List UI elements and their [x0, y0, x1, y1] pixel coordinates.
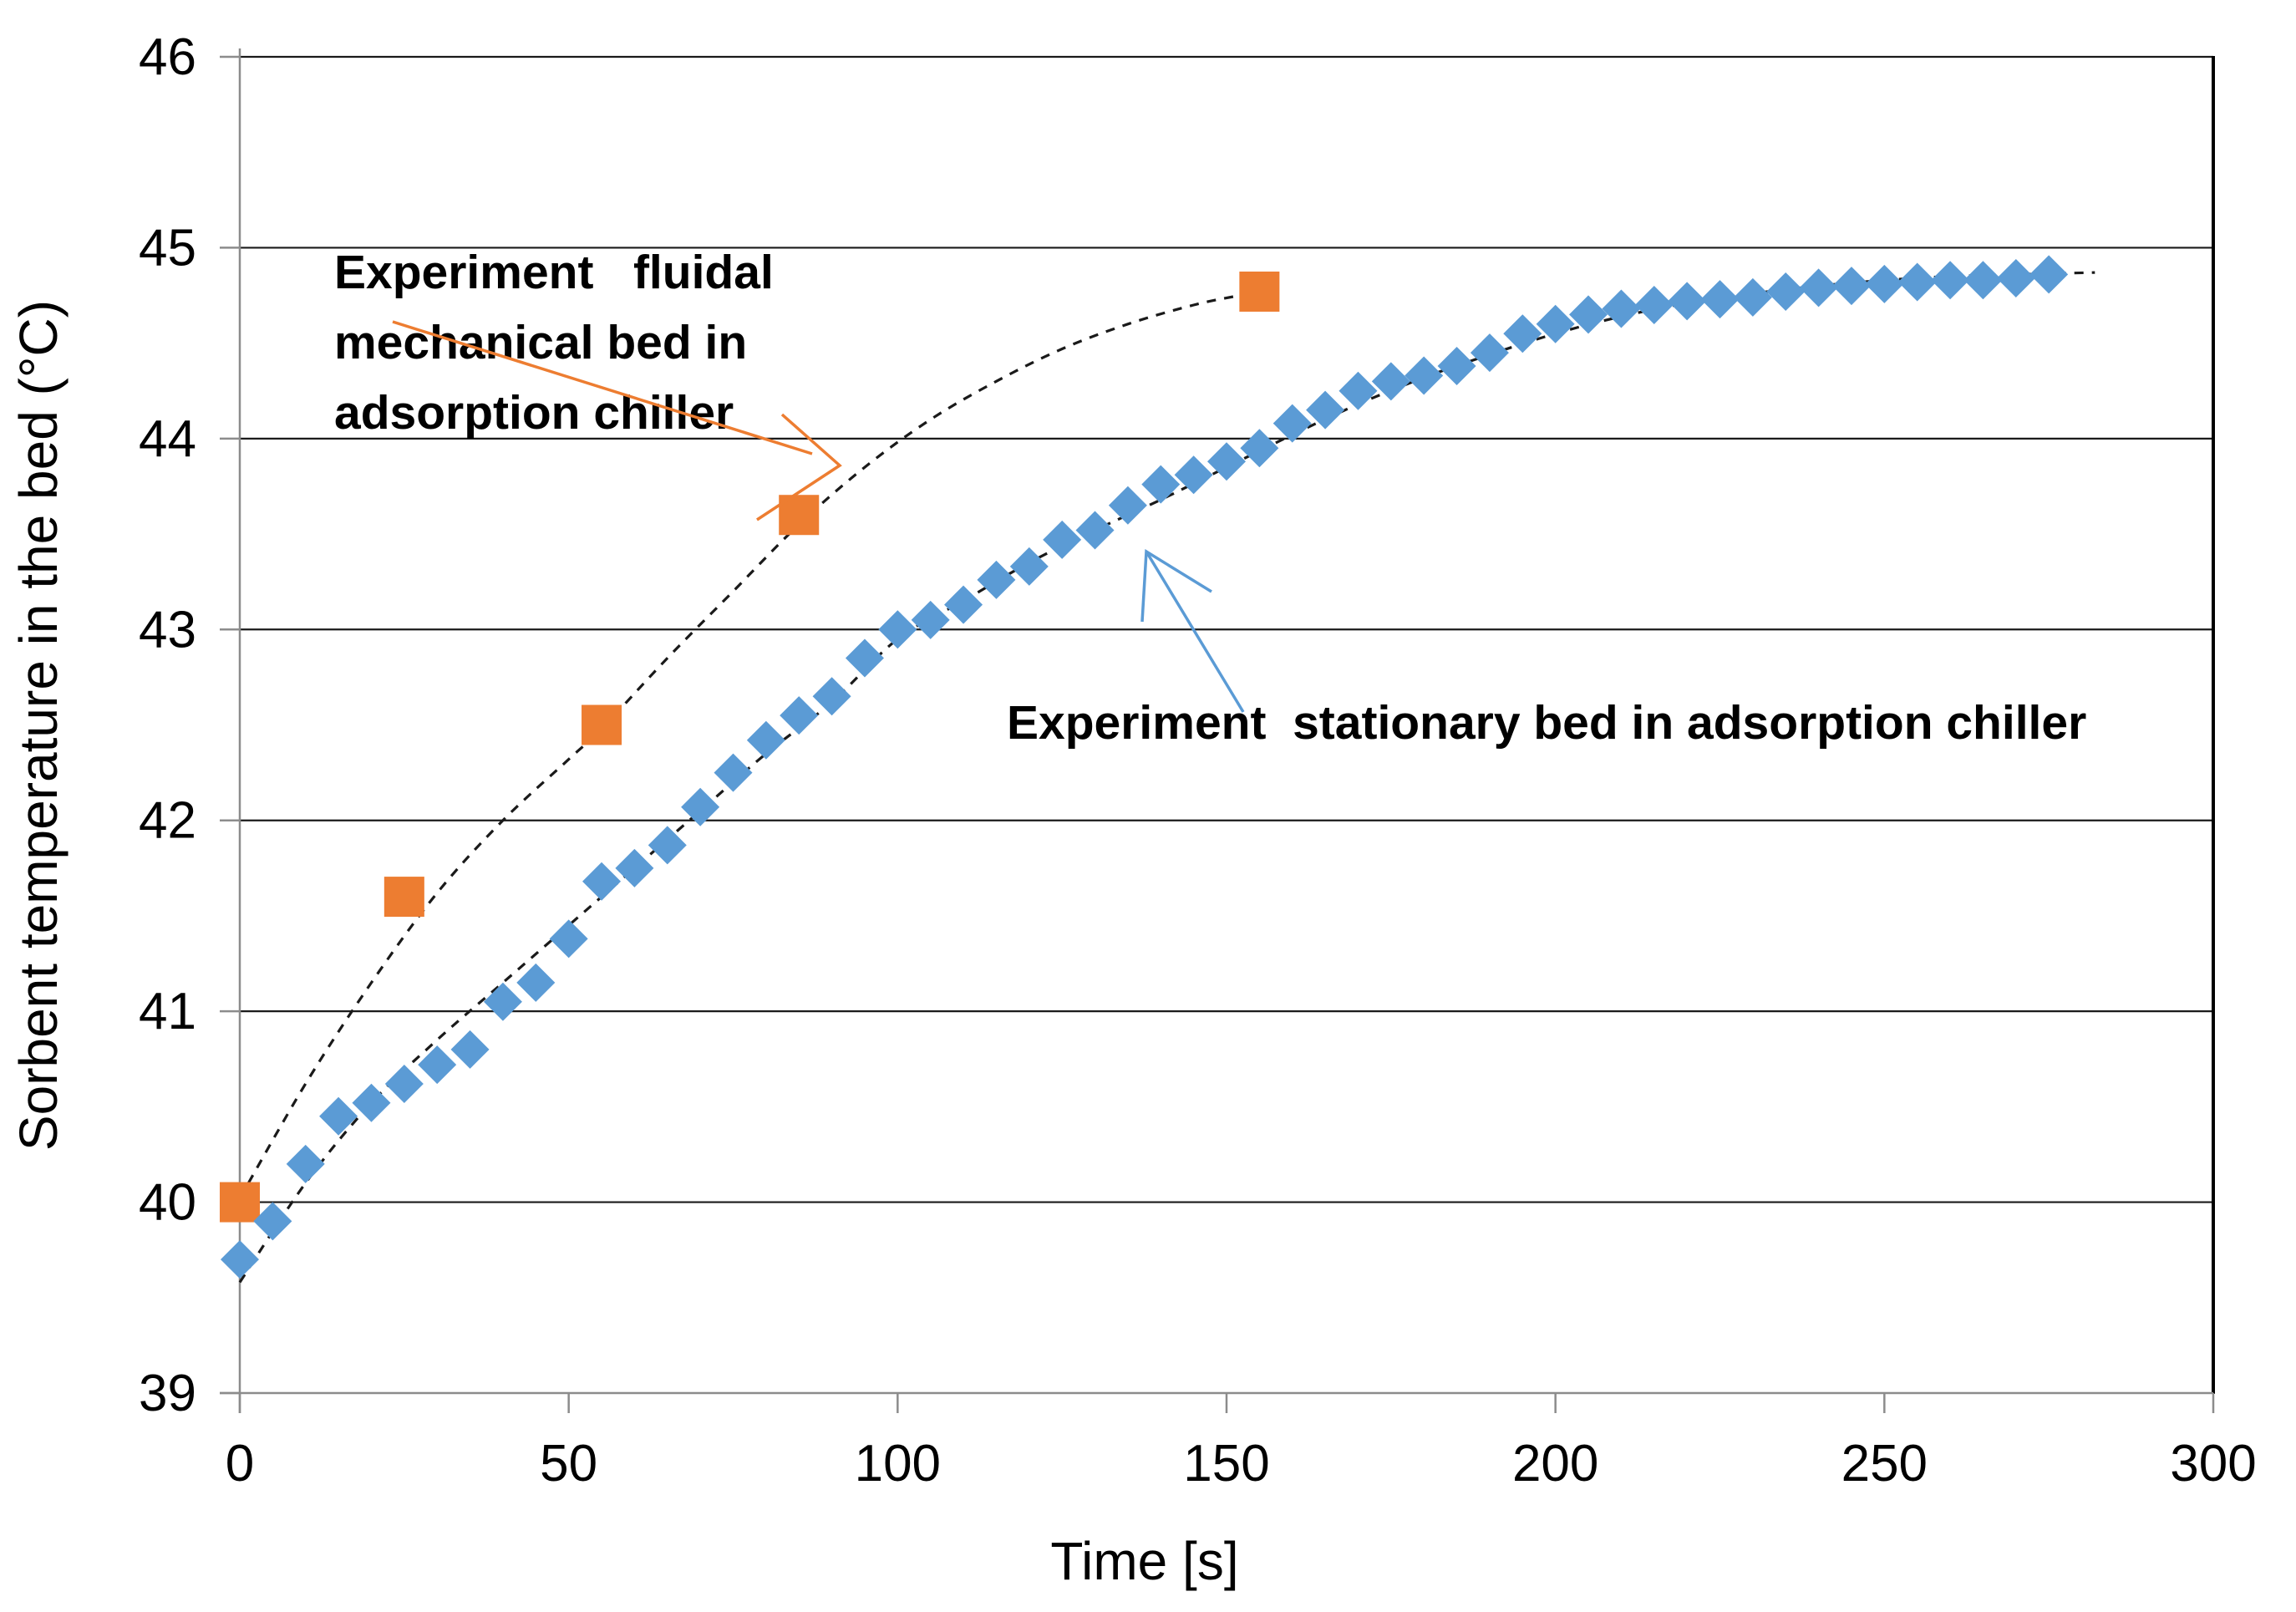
- data-point-stationary: [1865, 264, 1904, 303]
- data-point-stationary: [1437, 347, 1476, 386]
- data-point-stationary: [1075, 511, 1115, 550]
- data-point-stationary: [2029, 255, 2069, 294]
- y-tick-label-42: 42: [139, 792, 196, 850]
- annotation-fluidal-line3: adsorption chiller: [334, 386, 734, 440]
- trendline-fluidal: [238, 293, 1241, 1199]
- y-axis-title: Sorbent temperature in the bed (°C): [8, 300, 69, 1151]
- annotation-fluidal-line1: Experiment fluidal: [334, 246, 774, 299]
- data-point-stationary: [1141, 465, 1181, 504]
- data-point-stationary: [1338, 371, 1378, 410]
- annotations: Experiment fluidal mechanical bed in ads…: [334, 246, 2086, 750]
- x-tick-label-0: 0: [226, 1435, 254, 1492]
- data-point-fluidal: [1239, 271, 1280, 312]
- stationary-arrow-head: [1140, 548, 1212, 623]
- stationary-arrow-line: [1145, 551, 1245, 713]
- y-tick-label-39: 39: [139, 1365, 196, 1422]
- data-point-stationary: [1700, 280, 1740, 319]
- x-axis-title: Time [s]: [1050, 1531, 1238, 1591]
- data-point-stationary: [418, 1045, 457, 1085]
- data-point-stationary: [714, 753, 753, 792]
- fluidal-arrow-head: [756, 413, 842, 521]
- data-point-fluidal: [384, 877, 424, 918]
- data-point-stationary: [483, 982, 522, 1021]
- data-point-stationary: [1470, 333, 1509, 373]
- data-point-stationary: [1766, 272, 1806, 311]
- data-point-stationary: [384, 1064, 424, 1103]
- data-point-stationary: [1371, 362, 1410, 401]
- data-point-stationary: [615, 848, 654, 887]
- data-point-stationary: [549, 919, 588, 959]
- y-tick-label-46: 46: [139, 28, 196, 86]
- data-point-stationary: [319, 1096, 358, 1136]
- fluidal-arrow-line: [392, 320, 813, 455]
- data-point-stationary: [582, 862, 622, 901]
- data-point-stationary: [1240, 429, 1279, 468]
- data-point-stationary: [780, 696, 819, 735]
- data-point-stationary: [746, 720, 785, 760]
- y-tick-label-45: 45: [139, 219, 196, 277]
- x-tick-label-200: 200: [1512, 1435, 1598, 1492]
- data-point-stationary: [1536, 304, 1575, 343]
- data-point-stationary: [944, 585, 983, 624]
- data-point-stationary: [1897, 262, 1937, 302]
- data-point-stationary: [1634, 285, 1674, 324]
- trendline-stationary: [238, 271, 2095, 1284]
- data-point-stationary: [1405, 356, 1444, 395]
- x-tick-label-50: 50: [540, 1435, 597, 1492]
- y-tick-label-44: 44: [139, 410, 196, 468]
- data-point-stationary: [878, 610, 917, 649]
- data-point-stationary: [1272, 404, 1312, 443]
- data-point-stationary: [450, 1030, 490, 1069]
- annotation-stationary: Experiment stationary bed in adsorption …: [1007, 696, 2086, 750]
- gridlines: [240, 55, 2215, 1394]
- data-point-stationary: [1799, 268, 1838, 308]
- annotation-arrows: [392, 320, 1245, 713]
- tick-labels: 39 40 41 42 43 44 45 46 0 50 100 150 200 250 300: [139, 28, 2257, 1492]
- y-tick-label-41: 41: [139, 983, 196, 1040]
- data-point-stationary: [1043, 520, 1082, 559]
- data-point-stationary: [1996, 258, 2035, 297]
- data-point-stationary: [845, 638, 884, 678]
- data-point-fluidal: [220, 1182, 260, 1223]
- trendlines: [238, 271, 2095, 1284]
- data-point-stationary: [1733, 277, 1772, 317]
- x-tick-label-300: 300: [2170, 1435, 2256, 1492]
- data-point-stationary: [911, 600, 950, 639]
- data-point-stationary: [681, 787, 720, 826]
- data-point-stationary: [286, 1144, 325, 1183]
- data-point-stationary: [1009, 547, 1049, 586]
- data-point-stationary: [1108, 486, 1147, 525]
- data-point-stationary: [1503, 314, 1542, 353]
- data-point-stationary: [516, 963, 556, 1002]
- data-point-stationary: [352, 1083, 391, 1122]
- x-tick-label-250: 250: [1841, 1435, 1928, 1492]
- y-tick-label-40: 40: [139, 1174, 196, 1232]
- data-points: [220, 255, 2069, 1279]
- data-point-stationary: [1174, 455, 1213, 495]
- data-point-stationary: [1963, 261, 2003, 300]
- data-point-stationary: [812, 677, 851, 716]
- x-tick-label-100: 100: [855, 1435, 941, 1492]
- data-point-stationary: [1831, 267, 1871, 306]
- data-point-stationary: [648, 826, 687, 865]
- data-point-stationary: [977, 560, 1016, 599]
- data-point-stationary: [1569, 295, 1608, 334]
- data-point-stationary: [253, 1202, 292, 1241]
- data-point-stationary: [1306, 390, 1345, 430]
- data-point-stationary: [1931, 261, 1970, 300]
- data-point-fluidal: [582, 704, 622, 745]
- data-point-stationary: [1207, 442, 1246, 481]
- data-point-stationary: [221, 1240, 259, 1279]
- data-point-stationary: [1602, 289, 1641, 328]
- y-tick-label-43: 43: [139, 601, 196, 659]
- data-point-stationary: [1668, 282, 1707, 321]
- x-tick-label-150: 150: [1183, 1435, 1269, 1492]
